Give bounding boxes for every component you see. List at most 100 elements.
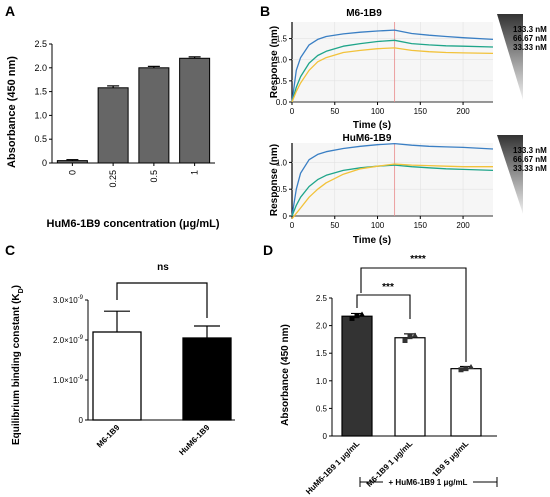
- panel-d-data-point: [359, 311, 365, 317]
- panel-a-bar: [56, 160, 88, 164]
- panel-letter-b: B: [260, 3, 270, 19]
- panel-b-bottom-concentration-label: 66.67 nM: [513, 155, 547, 164]
- panel-d-data-point: [407, 334, 413, 340]
- panel-b-top-concentration-label: 66.67 nM: [513, 34, 547, 43]
- panel-b-top-concentration-wedge: [497, 14, 523, 100]
- panel-c-y-tick-label: 1.0×10-9: [53, 375, 84, 385]
- panel-b-bottom-plot-bg: [292, 143, 493, 216]
- panel-b-top-y-tick-label: 0.5: [276, 77, 288, 86]
- panel-d-bracket-label: + HuM6-1B9 1 μg/mL: [389, 478, 468, 487]
- panel-a-y-tick-label: 0.5: [34, 134, 47, 144]
- panel-b-top-x-tick-label: 150: [414, 107, 428, 116]
- panel-a-y-tick-label: 1.5: [34, 87, 47, 97]
- panel-d-bracket-1: [356, 294, 411, 319]
- panel-c-y-tick-label: 3.0×10-9: [53, 295, 84, 305]
- panel-b-bottom-ylabel: Response (nm): [269, 144, 280, 216]
- panel-c-y-tick-exp: -9: [78, 375, 84, 381]
- panel-a-x-tick-label: 0: [67, 170, 77, 175]
- panel-d-y-tick-label: 2.5: [316, 294, 328, 303]
- panel-a-x-tick-label: 1: [190, 170, 200, 175]
- panel-c-y-tick-exp: -9: [78, 335, 84, 341]
- panel-b-bottom-series-line: [291, 164, 494, 217]
- panel-d-y-tick-label: 0.5: [316, 404, 328, 413]
- panel-c-chart: Equilibrium binding constant (KD) ns 0 1.…: [11, 262, 235, 457]
- panel-d-data-point: [412, 332, 418, 338]
- panel-b-top-chart: M6-1B9 Response (nm) Time (s) 0.0 0.5 1.0 1…: [269, 8, 547, 131]
- panel-c-y-tick-base: 3.0×10: [53, 296, 78, 305]
- panel-b-top-ylabel: Response (nm): [269, 26, 280, 98]
- panel-b-bottom-y-tick-label: 0: [283, 212, 288, 221]
- panel-c-ylabel-sub: D: [18, 288, 25, 293]
- panel-b-bottom-concentration-label: 133.3 nM: [513, 146, 547, 155]
- panel-a-bar: [179, 57, 211, 164]
- panel-letter-a: A: [5, 3, 15, 19]
- panel-b-bottom-title: HuM6-1B9: [343, 133, 392, 144]
- panel-b-top-x-tick-label: 0: [290, 107, 295, 116]
- panel-a-ylabel: Absorbance (450 nm): [6, 56, 18, 168]
- panel-d-y-tick-label: 1.5: [316, 349, 328, 358]
- panel-b-bottom-xlabel: Time (s): [353, 235, 391, 246]
- panel-c-y-tick-base: 0: [79, 416, 84, 425]
- panel-a-x-tick-label: 0.25: [108, 170, 118, 188]
- panel-b-top-plot-bg: [292, 22, 493, 102]
- panel-c-y-tick-label: 0: [79, 416, 84, 425]
- panel-d-y-tick-label: 0: [323, 432, 328, 441]
- panel-b-top-y-tick-label: 1.0: [276, 56, 288, 65]
- panel-b-top-xlabel: Time (s): [353, 120, 391, 131]
- panel-b-bottom-chart: HuM6-1B9 Response (nm) Time (s) 0 0.5 1.0 0…: [269, 133, 547, 246]
- panel-c-y-tick-base: 2.0×10: [53, 336, 78, 345]
- panel-d-data-point: [402, 338, 408, 344]
- panel-c-ylabel: Equilibrium binding constant (KD): [11, 285, 25, 445]
- panel-a-x-tick-label: 0.5: [149, 170, 159, 183]
- panel-a-y-tick-label: 1.0: [34, 110, 47, 120]
- panel-b-top-concentration-label: 33.33 nM: [513, 43, 547, 52]
- panel-d-x-tick-label: HuM6-1B9 1 μg/mL: [304, 439, 361, 496]
- panel-d-bracket-2: [360, 267, 467, 362]
- panel-b-top-x-tick-label: 50: [330, 107, 339, 116]
- panel-b-bottom-x-tick-label: 150: [414, 221, 428, 230]
- panel-d-data-point: [468, 364, 474, 369]
- panel-d-ylabel: Absorbance (450 nm): [280, 324, 291, 426]
- panel-c-significance-bracket: [116, 282, 208, 318]
- panel-c-ylabel-end: ): [11, 285, 22, 288]
- panel-b-top-x-tick-label: 200: [456, 107, 470, 116]
- panel-b-top-x-tick-label: 100: [371, 107, 385, 116]
- panel-a-bar: [138, 67, 170, 164]
- panel-c-bar: [182, 337, 232, 421]
- panel-d-data-point: [458, 367, 464, 373]
- panel-d-bar: [341, 315, 373, 437]
- panel-a-y-tick-label: 2.0: [34, 63, 47, 73]
- panel-b-top-concentration-label: 133.3 nM: [513, 25, 547, 34]
- panel-c-bar: [92, 331, 142, 421]
- panel-c-y-tick-exp: -9: [78, 295, 84, 301]
- panel-b-top-title: M6-1B9: [346, 8, 382, 19]
- panel-c-significance: ns: [157, 262, 169, 273]
- panel-b-bottom-series-line: [291, 163, 493, 220]
- panel-b-top-series-line: [291, 39, 494, 103]
- panel-c-ylabel-main: Equilibrium binding constant (K: [11, 293, 22, 445]
- panel-d-y-tick-label: 2.0: [316, 322, 328, 331]
- panel-d-chart: Absorbance (450 nm) *** **** 0 0.5 1.0 1.5 2…: [280, 254, 498, 496]
- panel-letter-c: C: [5, 242, 15, 258]
- panel-d-bracket-label-bg: [383, 476, 473, 487]
- panel-b-bottom-x-tick-label: 0: [290, 221, 295, 230]
- panel-b-bottom-x-tick-label: 200: [456, 221, 470, 230]
- panel-b-bottom-y-tick-label: 1.0: [276, 158, 288, 167]
- panel-d-bar: [450, 368, 482, 437]
- panel-b-bottom-concentration-label: 33.33 nM: [513, 164, 547, 173]
- panel-b-top-y-tick-label: 0.0: [276, 98, 288, 107]
- panel-c-x-tick-label: HuM6-1B9: [177, 423, 211, 457]
- panel-a-y-tick-label: 0: [42, 158, 47, 168]
- panel-d-bar: [394, 337, 426, 437]
- panel-c-x-tick-label: M6-1B9: [95, 423, 122, 450]
- panel-a-xlabel: HuM6-1B9 concentration (μg/mL): [47, 218, 220, 230]
- panel-b-bottom-y-tick-label: 0.5: [276, 185, 288, 194]
- panel-a-y-tick-label: 2.5: [34, 39, 47, 49]
- panel-b-top-series-line: [291, 29, 494, 103]
- panel-d-data-point: [349, 315, 355, 321]
- panel-b-bottom-x-tick-label: 50: [330, 221, 339, 230]
- panel-c-y-tick-base: 1.0×10: [53, 376, 78, 385]
- panel-d-significance-2: ****: [410, 254, 426, 265]
- panel-b-bottom-x-tick-label: 100: [371, 221, 385, 230]
